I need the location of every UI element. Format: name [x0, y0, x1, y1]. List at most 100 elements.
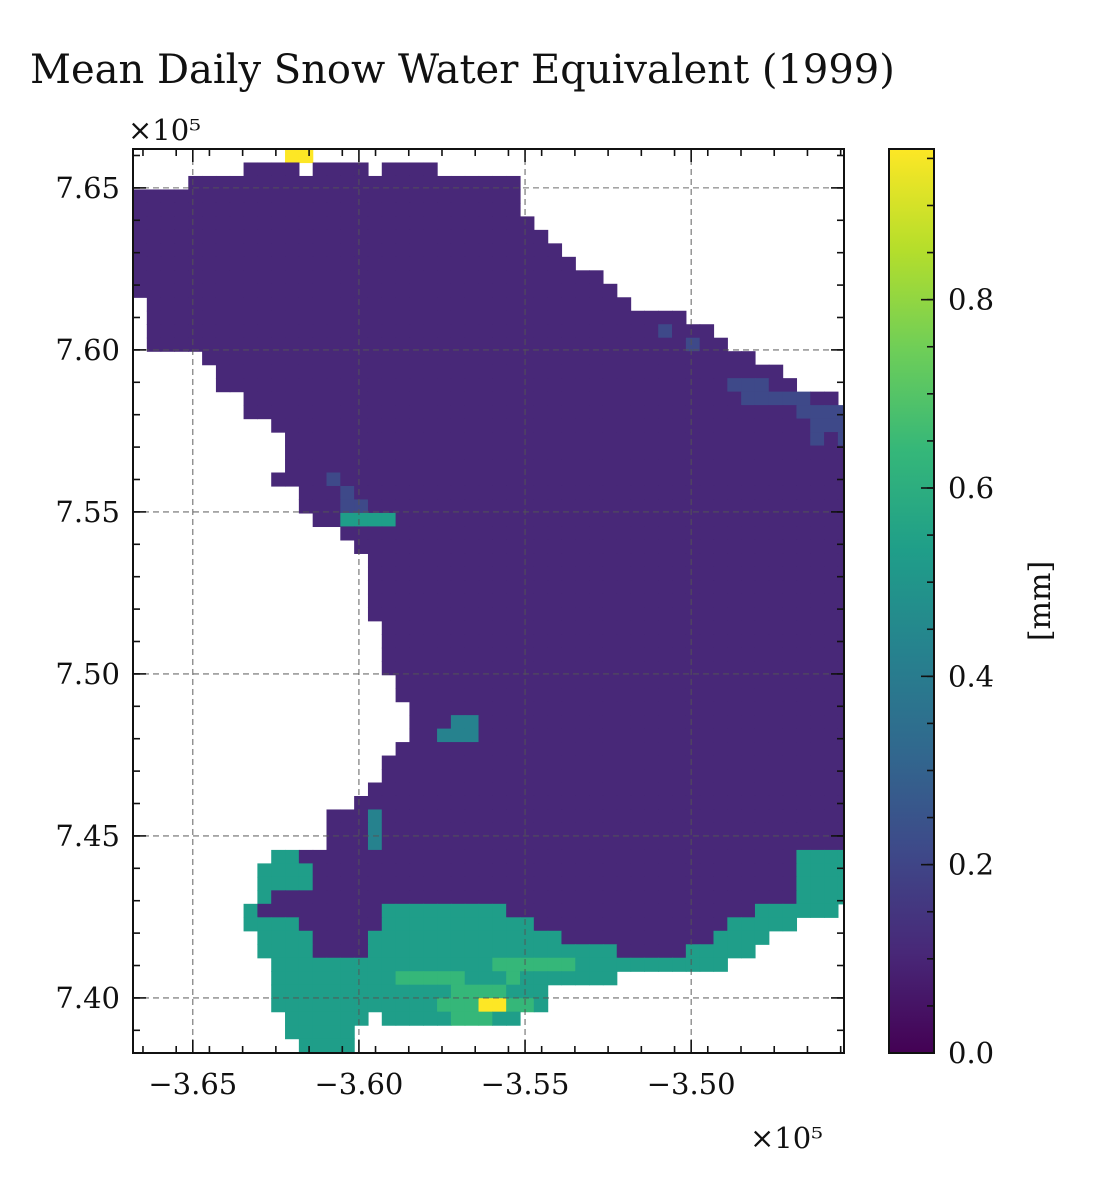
y-tick-label: 7.45 [55, 819, 120, 853]
heatmap-cell [437, 593, 452, 608]
heatmap-cell [492, 620, 507, 635]
heatmap-cell [1018, 540, 1032, 554]
heatmap-cell [409, 553, 424, 568]
heatmap-cell [423, 405, 438, 420]
heatmap-cell [409, 566, 424, 581]
heatmap-cell [285, 849, 300, 864]
heatmap-cell [437, 202, 452, 217]
heatmap-cell [437, 701, 452, 716]
heatmap-cell [658, 876, 673, 891]
heatmap-cell [561, 512, 576, 528]
heatmap-cell [575, 930, 590, 945]
heatmap-cell [768, 701, 784, 716]
heatmap-cell [257, 890, 272, 905]
heatmap-cell [990, 540, 1004, 554]
heatmap-cell [768, 809, 784, 824]
heatmap-cell [188, 189, 203, 204]
heatmap-cell [1100, 702, 1110, 716]
heatmap-cell [354, 930, 369, 945]
heatmap-cell [782, 405, 798, 420]
heatmap-cell [506, 782, 521, 797]
heatmap-cell [810, 809, 825, 824]
heatmap-cell [713, 957, 728, 972]
heatmap-cell [367, 270, 383, 285]
heatmap-cell [713, 526, 728, 541]
heatmap-cell [146, 270, 162, 285]
heatmap-cell [1004, 742, 1018, 756]
heatmap-cell [146, 202, 162, 217]
heatmap-cell [575, 769, 590, 784]
heatmap-cell [437, 351, 452, 366]
heatmap-cell [437, 297, 452, 312]
heatmap-cell [464, 849, 480, 864]
heatmap-cell [948, 594, 962, 608]
heatmap-cell [395, 890, 411, 905]
heatmap-cell [326, 903, 341, 918]
heatmap-cell [796, 432, 811, 447]
heatmap-cell [437, 418, 452, 433]
heatmap-cell [616, 324, 632, 339]
heatmap-cell [713, 566, 728, 581]
heatmap-cell [520, 256, 535, 271]
heatmap-cell [754, 553, 770, 568]
heatmap-cell [561, 688, 576, 703]
heatmap-cell [312, 499, 328, 514]
heatmap-cell [340, 809, 355, 824]
heatmap-cell [1073, 783, 1087, 797]
heatmap-cell [699, 728, 715, 743]
heatmap-cell [423, 769, 438, 784]
heatmap-cell [713, 445, 728, 460]
heatmap-cell [616, 445, 632, 460]
heatmap-cell [395, 512, 411, 528]
heatmap-cell [685, 647, 701, 662]
heatmap-cell [146, 189, 162, 204]
heatmap-cell [630, 863, 645, 878]
heatmap-cell [1018, 769, 1032, 783]
heatmap-cell [1018, 823, 1032, 837]
heatmap-cell [672, 337, 687, 352]
heatmap-cell [824, 863, 839, 878]
heatmap-cell [464, 202, 480, 217]
heatmap-cell [976, 594, 990, 608]
heatmap-cell [1004, 540, 1018, 554]
heatmap-cell [423, 202, 438, 217]
heatmap-cell [866, 473, 880, 487]
heatmap-cell [285, 189, 300, 204]
heatmap-cell [589, 270, 604, 285]
heatmap-cell [824, 634, 839, 649]
heatmap-cell [810, 701, 825, 716]
heatmap-cell [589, 809, 604, 824]
heatmap-cell [367, 917, 383, 932]
heatmap-cell [685, 351, 701, 366]
heatmap-cell [464, 175, 480, 191]
heatmap-cell [1004, 499, 1018, 513]
heatmap-cell [796, 553, 811, 568]
heatmap-cell [1004, 796, 1018, 810]
heatmap-cell [616, 755, 632, 770]
heatmap-cell [326, 930, 341, 945]
heatmap-cell [768, 485, 784, 501]
heatmap-cell [866, 594, 880, 608]
heatmap-cell [1073, 634, 1087, 648]
heatmap-cell [547, 742, 563, 757]
heatmap-cell [699, 863, 715, 878]
heatmap-cell [547, 337, 563, 352]
heatmap-cell [852, 877, 866, 891]
heatmap-cell [699, 890, 715, 905]
heatmap-cell [741, 378, 756, 393]
heatmap-cell [768, 769, 784, 784]
heatmap-cell [326, 512, 341, 528]
heatmap-cell [630, 499, 645, 514]
heatmap-cell [630, 849, 645, 864]
heatmap-cell [630, 930, 645, 945]
heatmap-cell [395, 903, 411, 918]
heatmap-cell [1059, 702, 1073, 716]
heatmap-cell [630, 391, 645, 406]
heatmap-cell [768, 607, 784, 622]
heatmap-cell [299, 1066, 313, 1080]
heatmap-cell [935, 783, 949, 797]
heatmap-cell [1004, 729, 1018, 743]
heatmap-cell [478, 391, 493, 406]
heatmap-cell [174, 337, 189, 352]
heatmap-cell [506, 202, 521, 217]
